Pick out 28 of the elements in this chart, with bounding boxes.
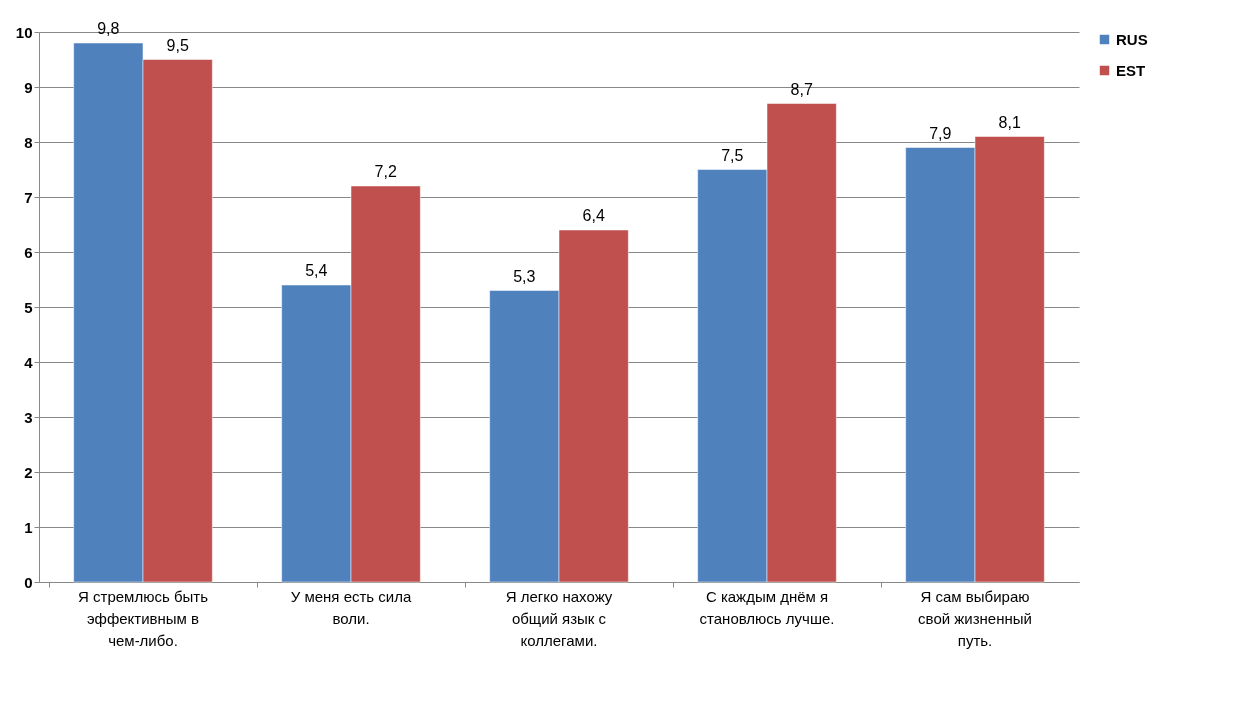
- x-tick-label: Я легко нахожу общий язык с коллегами.: [505, 587, 613, 649]
- data-label: 9,5: [166, 36, 189, 54]
- legend-label: EST: [1116, 61, 1146, 79]
- data-label: 7,2: [374, 163, 397, 180]
- y-tick-label: 7: [24, 188, 33, 206]
- y-tick-label: 10: [15, 23, 33, 41]
- x-tick-label: У меня есть сила воли.: [290, 587, 412, 627]
- data-label: 7,9: [929, 124, 952, 142]
- data-label: 8,7: [790, 80, 813, 98]
- data-label: 5,3: [513, 267, 536, 285]
- data-label: 5,4: [305, 262, 328, 279]
- data-label: 7,5: [721, 146, 744, 164]
- y-tick-label: 2: [24, 463, 33, 481]
- y-tick-label: 3: [24, 408, 33, 426]
- data-label: 9,8: [97, 20, 120, 37]
- x-tick-label: С каждым днём я становлюсь лучше.: [699, 587, 835, 627]
- x-tick-label: Я стремлюсь быть эффективным в чем-либо.: [78, 587, 209, 649]
- y-tick-label: 5: [24, 298, 33, 316]
- y-tick-label: 1: [24, 518, 33, 536]
- y-tick-label: 8: [24, 133, 33, 151]
- y-tick-label: 9: [24, 78, 33, 96]
- y-tick-label: 6: [24, 243, 33, 261]
- y-tick-label: 0: [24, 573, 33, 591]
- legend-label: RUS: [1116, 30, 1148, 48]
- data-label: 6,4: [582, 207, 605, 224]
- y-tick-label: 4: [24, 353, 34, 371]
- data-label: 8,1: [998, 113, 1021, 131]
- x-tick-label: Я сам выбираю свой жизненный путь.: [918, 587, 1032, 649]
